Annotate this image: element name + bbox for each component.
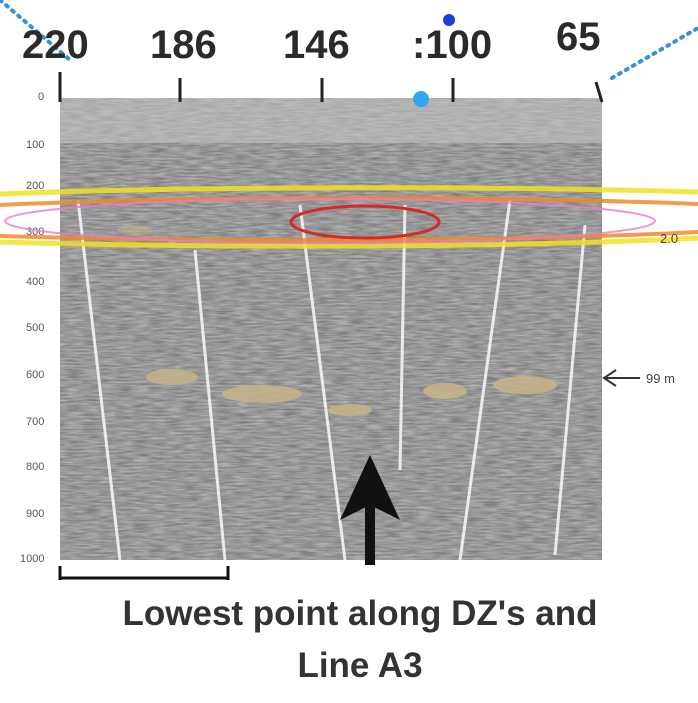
horizon-segment: [146, 369, 198, 385]
top-label: 146: [283, 23, 350, 67]
orange-band: [0, 230, 698, 243]
right-mid-label: 2.0: [660, 231, 678, 246]
red-ellipse: [289, 204, 441, 240]
caption-line-2: Line A3: [297, 646, 422, 685]
top-label: 186: [150, 23, 217, 67]
fault-line: [76, 199, 122, 560]
fault-line: [193, 249, 227, 560]
pink-ellipse: [4, 198, 656, 244]
caption-line-1: Lowest point along DZ's and: [123, 594, 598, 633]
up-arrow-icon: [340, 455, 400, 565]
depth-label: 1000: [20, 553, 44, 565]
horizon-segment: [328, 404, 372, 416]
fault-lines: [76, 199, 587, 560]
dotted-line-left: [0, 0, 72, 62]
horizon-segment: [117, 225, 153, 235]
depth-label: 0: [38, 91, 44, 103]
horizon-segment: [423, 383, 467, 399]
blue-marker: [413, 91, 429, 107]
depth-label: 400: [26, 276, 44, 288]
highlight-bands: [0, 185, 698, 249]
yellow-band: [0, 235, 698, 249]
right-marker-label: 99 m: [646, 371, 675, 386]
horizon-segment: [493, 376, 557, 394]
dotted-line-right: [610, 26, 698, 80]
fault-line: [398, 204, 407, 471]
horizon-segment: [222, 385, 302, 403]
fault-line: [458, 199, 512, 560]
yellow-band: [0, 185, 698, 197]
top-label: :100: [412, 23, 492, 67]
depth-axis: 0 100 200 300 400 500 600 700 800 900 10…: [20, 91, 44, 565]
depth-label: 200: [26, 180, 44, 192]
fault-line: [553, 224, 587, 556]
fault-line: [298, 204, 347, 560]
top-label: 220: [22, 23, 89, 67]
depth-label: 800: [26, 461, 44, 473]
depth-label: 700: [26, 416, 44, 428]
seismic-panel: [60, 98, 602, 560]
tick: [594, 81, 604, 103]
top-label: 65: [556, 15, 601, 59]
scale-bar: [58, 566, 230, 580]
top-ticks: [58, 72, 604, 103]
left-arrow-icon: [602, 369, 640, 387]
horizon-segments: [117, 225, 557, 416]
depth-label: 500: [26, 322, 44, 334]
blue-marker-top: [443, 14, 455, 26]
depth-label: 100: [26, 139, 44, 151]
depth-label: 900: [26, 508, 44, 520]
depth-label: 600: [26, 369, 44, 381]
